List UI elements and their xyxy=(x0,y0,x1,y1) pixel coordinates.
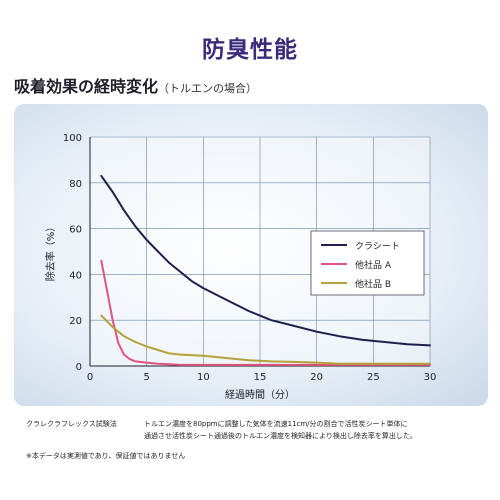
test-method-label: クラレクラフレックス試験法 xyxy=(26,420,117,428)
y-tick-label: 60 xyxy=(69,225,82,236)
section-heading: 吸着効果の経時変化（トルエンの場合） xyxy=(14,73,257,97)
x-tick-label: 5 xyxy=(143,372,149,383)
disclaimer-note: ※本データは実測値であり、保証値ではありません xyxy=(26,452,186,460)
legend-label-1: 他社品 A xyxy=(355,259,392,271)
x-tick-label: 0 xyxy=(87,372,93,383)
chart-panel: 0 20 40 60 80 100 0 5 10 15 20 25 30 経過時間（分） 除去率（%） クラシ… xyxy=(14,104,488,406)
x-axis-label: 経過時間（分） xyxy=(225,388,295,401)
y-axis-label: 除去率（%） xyxy=(44,222,57,282)
test-method-text1: トルエン濃度を80ppmに調整した気体を流速11cm/分の割合で活性炭シート単体… xyxy=(144,420,408,428)
y-tick-label: 20 xyxy=(69,316,82,327)
x-tick-label: 20 xyxy=(310,372,323,383)
section-heading-main: 吸着効果の経時変化 xyxy=(14,77,159,96)
test-method-line2: 通過させ活性炭シート通過後のトルエン濃度を検知器により検出し除去率を算出した。 xyxy=(144,432,417,440)
page-title: 防臭性能 xyxy=(202,37,298,63)
test-notes: クラレクラフレックス試験法 トルエン濃度を80ppmに調整した気体を流速11cm/… xyxy=(26,418,486,462)
legend-label-2: 他社品 B xyxy=(355,278,391,290)
x-tick-label: 15 xyxy=(254,372,267,383)
y-tick-label: 40 xyxy=(69,270,82,281)
series-line-1 xyxy=(100,259,431,366)
x-tick-label: 30 xyxy=(424,372,437,383)
test-method-line1: クラレクラフレックス試験法 トルエン濃度を80ppmに調整した気体を流速11cm/… xyxy=(26,418,486,430)
series-line-2 xyxy=(100,314,431,365)
series-line-0 xyxy=(100,174,431,347)
legend-label-0: クラシート xyxy=(355,241,400,252)
y-tick-label: 100 xyxy=(63,133,82,144)
section-heading-sub: （トルエンの場合） xyxy=(158,82,258,95)
x-tick-label: 10 xyxy=(197,372,210,383)
line-chart: 0 20 40 60 80 100 0 5 10 15 20 25 30 経過時間（分） 除去率（%） クラシ… xyxy=(44,133,437,401)
y-tick-label: 0 xyxy=(76,362,82,373)
x-tick-label: 25 xyxy=(367,372,380,383)
y-tick-label: 80 xyxy=(69,179,82,190)
